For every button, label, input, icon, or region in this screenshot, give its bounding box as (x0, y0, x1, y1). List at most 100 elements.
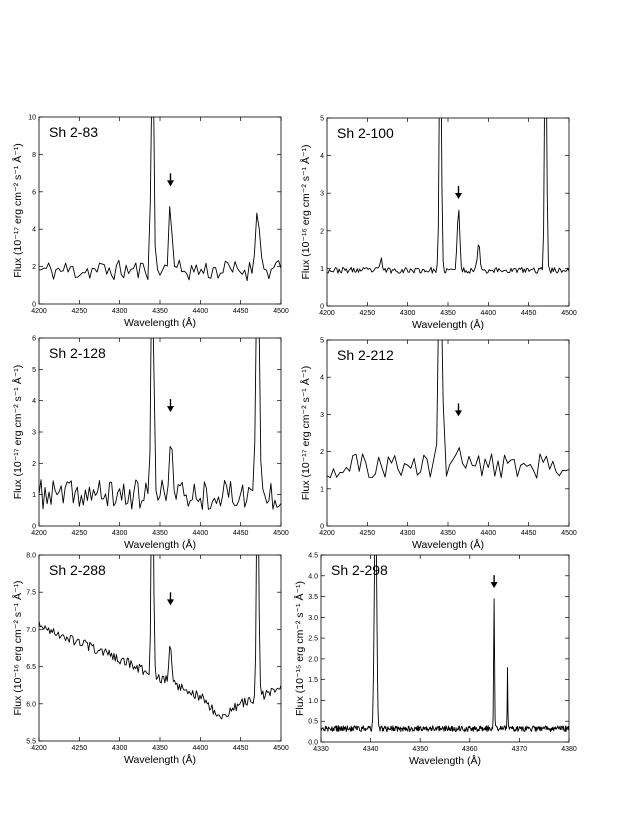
x-tick-label: 4450 (233, 530, 249, 537)
x-tick-label: 4250 (360, 530, 376, 537)
x-tick-label: 4350 (152, 745, 168, 752)
x-tick-label: 4350 (412, 746, 428, 753)
panel-title: Sh 2-288 (49, 562, 106, 578)
y-axis-label: Flux (10⁻¹⁷ erg cm⁻² s⁻¹ Å⁻¹) (11, 365, 24, 499)
arrow-marker (166, 592, 174, 606)
arrow-marker (166, 173, 174, 187)
y-tick-label: 4 (320, 153, 324, 160)
y-tick-label: 2 (32, 264, 36, 271)
x-tick-label: 4200 (319, 310, 335, 317)
x-tick-label: 4500 (561, 310, 577, 317)
x-tick-label: 4200 (31, 530, 47, 537)
y-axis-label: Flux (10⁻¹⁵ erg cm⁻² s⁻¹ Å⁻¹) (293, 581, 306, 716)
panel-title: Sh 2-83 (49, 124, 98, 140)
y-tick-label: 0.0 (308, 740, 318, 747)
x-tick-label: 4200 (31, 745, 47, 752)
y-tick-label: 1.5 (308, 677, 318, 684)
x-tick-label: 4300 (112, 308, 128, 315)
x-tick-label: 4380 (561, 746, 577, 753)
panel-2: 4200 4250 4300 4350 4400 4450 4500 0 1 2 3 4 5 Sh 2-1… (299, 116, 577, 332)
y-tick-label: 2 (320, 449, 324, 456)
spectrum-line (39, 117, 281, 282)
y-tick-label: 0 (320, 524, 324, 531)
plot-frame (320, 554, 570, 743)
y-tick-label: 5 (32, 367, 36, 374)
x-tick-label: 4350 (152, 308, 168, 315)
y-tick-label: 7.5 (26, 590, 36, 597)
panel-title: Sh 2-128 (49, 345, 106, 361)
arrow-marker (490, 575, 498, 589)
panel-1: 4200 4250 4300 4350 4400 4450 4500 0 2 4 6 8 10 Sh 2-… (11, 115, 289, 330)
x-tick-label: 4450 (233, 308, 249, 315)
y-axis-label: Flux (10⁻¹⁷ erg cm⁻² s⁻¹ Å⁻¹) (299, 366, 312, 500)
spectrum-line (39, 338, 281, 510)
y-tick-label: 2.0 (308, 656, 318, 663)
x-tick-label: 4300 (400, 310, 416, 317)
y-tick-label: 7.0 (26, 627, 36, 634)
y-tick-label: 4.0 (308, 573, 318, 580)
y-tick-label: 1 (320, 266, 324, 273)
x-tick-label: 4300 (400, 530, 416, 537)
y-tick-label: 1.0 (308, 698, 318, 705)
y-tick-label: 0 (320, 304, 324, 311)
y-tick-label: 3.0 (308, 615, 318, 622)
y-tick-label: 6.5 (26, 664, 36, 671)
x-tick-label: 4300 (112, 530, 128, 537)
x-axis-label: Wavelength (Å) (124, 316, 196, 329)
y-tick-label: 5 (320, 116, 324, 123)
plot-frame (38, 554, 282, 742)
y-tick-label: 0 (32, 524, 36, 531)
x-tick-label: 4330 (313, 746, 329, 753)
y-tick-label: 4 (32, 227, 36, 234)
y-tick-label: 1 (320, 486, 324, 493)
panel-5: 4200 4250 4300 4350 4400 4450 4500 5.5 6.0 6.5 7.0… (11, 553, 289, 767)
x-tick-label: 4500 (273, 530, 289, 537)
y-tick-label: 8 (32, 152, 36, 159)
y-tick-label: 3 (320, 412, 324, 419)
y-tick-label: 0 (32, 302, 36, 309)
x-tick-label: 4200 (319, 530, 335, 537)
x-axis-label: Wavelength (Å) (124, 538, 196, 551)
x-tick-label: 4250 (72, 745, 88, 752)
y-tick-label: 5.5 (26, 739, 36, 746)
y-tick-label: 4 (320, 375, 324, 382)
x-tick-label: 4350 (440, 310, 456, 317)
y-tick-label: 2 (320, 228, 324, 235)
y-tick-label: 5 (320, 338, 324, 345)
arrow-marker (454, 185, 462, 199)
x-tick-label: 4450 (233, 745, 249, 752)
panel-title: Sh 2-298 (331, 562, 388, 578)
x-tick-label: 4450 (521, 530, 537, 537)
y-tick-label: 6 (32, 189, 36, 196)
plot-frame (326, 339, 570, 527)
x-axis-label: Wavelength (Å) (409, 754, 481, 767)
plot-frame (326, 117, 570, 307)
x-tick-label: 4250 (72, 530, 88, 537)
y-tick-label: 6.0 (26, 701, 36, 708)
x-tick-label: 4200 (31, 308, 47, 315)
y-tick-label: 6 (32, 336, 36, 343)
panel-6: 4330 4340 4350 4360 4370 4380 0.0 0.5 1.0 1.5 2.0 2… (293, 553, 577, 768)
y-tick-label: 3.5 (308, 594, 318, 601)
y-axis-label: Flux (10⁻¹⁷ erg cm⁻² s⁻¹ Å⁻¹) (11, 143, 24, 277)
x-tick-label: 4300 (112, 745, 128, 752)
x-tick-label: 4400 (481, 530, 497, 537)
arrow-marker (166, 399, 174, 413)
x-tick-label: 4500 (561, 530, 577, 537)
y-tick-label: 4 (32, 398, 36, 405)
x-axis-label: Wavelength (Å) (412, 538, 484, 551)
x-tick-label: 4500 (273, 308, 289, 315)
x-axis-label: Wavelength (Å) (412, 318, 484, 331)
x-tick-label: 4450 (521, 310, 537, 317)
x-tick-label: 4500 (273, 745, 289, 752)
arrow-marker (454, 403, 462, 417)
y-tick-label: 3 (32, 430, 36, 437)
y-tick-label: 3 (320, 191, 324, 198)
y-tick-label: 4.5 (308, 553, 318, 560)
y-tick-label: 1 (32, 492, 36, 499)
panel-4: 4200 4250 4300 4350 4400 4450 4500 0 1 2 3 4 5 Sh 2-2… (299, 338, 577, 552)
y-tick-label: 2 (32, 461, 36, 468)
x-tick-label: 4400 (193, 530, 209, 537)
spectrum-line (327, 340, 569, 479)
